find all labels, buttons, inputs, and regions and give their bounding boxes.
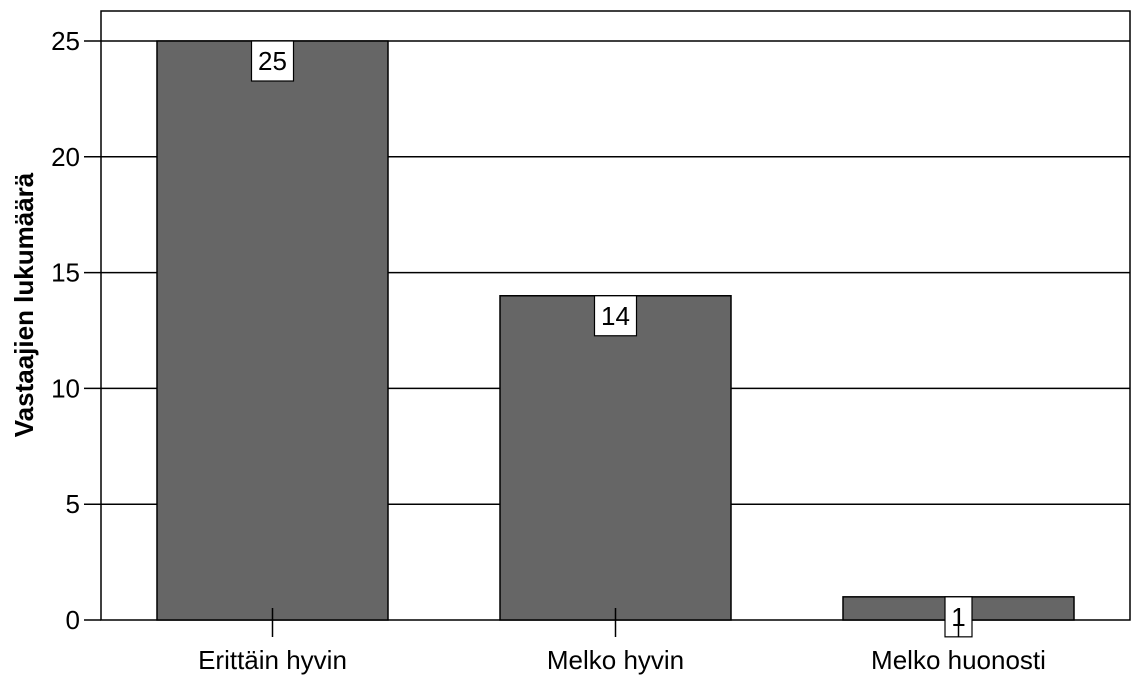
bar [156, 40, 389, 621]
x-tick-label: Erittäin hyvin [198, 645, 347, 675]
y-tick-label: 5 [66, 489, 80, 519]
y-axis: 0 5 10 15 20 25 [51, 26, 101, 635]
y-tick-label: 15 [51, 258, 80, 288]
bar [499, 295, 732, 621]
x-axis: Erittäin hyvin Melko hyvin Melko huonosti [198, 608, 1046, 675]
data-label: 25 [258, 46, 287, 76]
y-tick-label: 25 [51, 26, 80, 56]
y-tick-label: 20 [51, 142, 80, 172]
data-label: 14 [601, 301, 630, 331]
y-axis-title: Vastaajien lukumäärä [9, 172, 39, 437]
y-tick-label: 10 [51, 373, 80, 403]
y-tick-label: 0 [66, 605, 80, 635]
data-label-box [593, 295, 638, 337]
x-tick-label: Melko huonosti [871, 645, 1046, 675]
x-tick-label: Melko hyvin [547, 645, 684, 675]
data-label-box [250, 40, 295, 82]
